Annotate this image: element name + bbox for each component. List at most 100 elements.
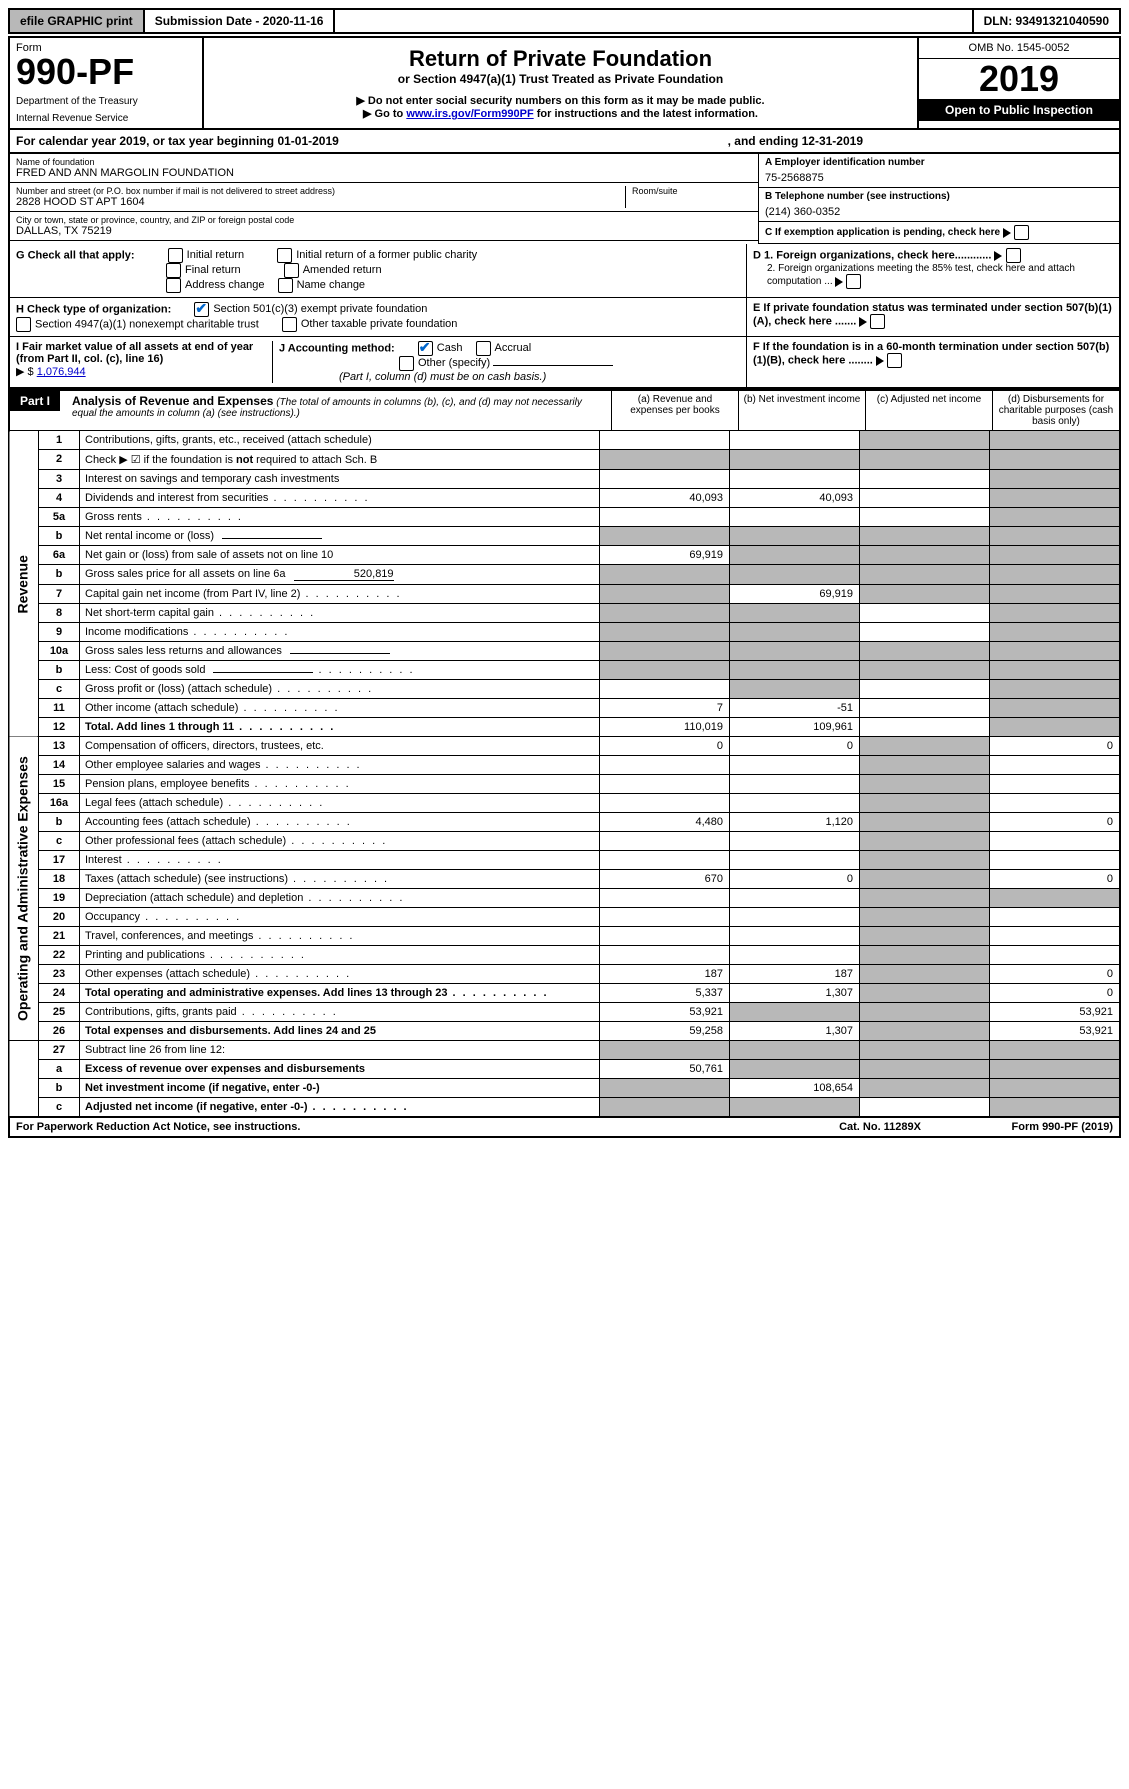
- address-label: Number and street (or P.O. box number if…: [16, 186, 625, 196]
- amount-col-b: [730, 1060, 860, 1079]
- goto-prefix: ▶ Go to: [363, 108, 406, 120]
- line-number: b: [39, 1079, 80, 1098]
- arrow-icon: [1003, 228, 1011, 238]
- department: Department of the Treasury: [16, 96, 196, 107]
- amount-col-b: [730, 623, 860, 642]
- amended-checkbox[interactable]: [284, 263, 299, 278]
- amount-col-a: [600, 661, 730, 680]
- line-description: Other employee salaries and wages: [80, 756, 600, 775]
- accrual-checkbox[interactable]: [476, 341, 491, 356]
- tax-year: 2019: [919, 59, 1119, 99]
- amount-col-d: [990, 585, 1121, 604]
- line-number: 4: [39, 489, 80, 508]
- initial-return-checkbox[interactable]: [168, 248, 183, 263]
- table-row: bLess: Cost of goods sold: [9, 661, 1120, 680]
- submission-date: Submission Date - 2020-11-16: [145, 10, 336, 32]
- amount-col-d: [990, 565, 1121, 585]
- amount-col-d: [990, 1098, 1121, 1117]
- 501c3-checkbox[interactable]: [194, 302, 209, 317]
- table-row: 23Other expenses (attach schedule)187187…: [9, 965, 1120, 984]
- initial-former-checkbox[interactable]: [277, 248, 292, 263]
- amount-col-c: [860, 965, 990, 984]
- efile-button[interactable]: efile GRAPHIC print: [10, 10, 145, 32]
- g-label: G Check all that apply:: [16, 249, 135, 261]
- exemption-checkbox[interactable]: [1014, 225, 1029, 240]
- part1-title: Analysis of Revenue and Expenses: [72, 394, 273, 408]
- table-row: bAccounting fees (attach schedule)4,4801…: [9, 813, 1120, 832]
- cash-label: Cash: [437, 342, 463, 354]
- line-description: Occupancy: [80, 908, 600, 927]
- amount-col-c: [860, 565, 990, 585]
- arrow-icon: [835, 277, 843, 287]
- amount-col-d: [990, 470, 1121, 489]
- arrow-icon: [859, 317, 867, 327]
- goto-suffix: for instructions and the latest informat…: [537, 108, 758, 120]
- amount-col-c: [860, 527, 990, 546]
- spacer: [335, 10, 971, 32]
- d1-checkbox[interactable]: [1006, 248, 1021, 263]
- amount-col-d: [990, 851, 1121, 870]
- d2-label: 2. Foreign organizations meeting the 85%…: [767, 263, 1075, 287]
- amount-col-c: [860, 927, 990, 946]
- e-checkbox[interactable]: [870, 314, 885, 329]
- col-b-header: (b) Net investment income: [738, 391, 865, 430]
- amount-col-c: [860, 870, 990, 889]
- line-number: 22: [39, 946, 80, 965]
- amount-col-d: 0: [990, 737, 1121, 756]
- ein-label: A Employer identification number: [765, 157, 1113, 168]
- table-row: 21Travel, conferences, and meetings: [9, 927, 1120, 946]
- cash-checkbox[interactable]: [418, 341, 433, 356]
- amount-col-a: [600, 794, 730, 813]
- other-taxable-checkbox[interactable]: [282, 317, 297, 332]
- i-label: I Fair market value of all assets at end…: [16, 341, 253, 365]
- 4947-checkbox[interactable]: [16, 317, 31, 332]
- amount-col-d: 0: [990, 965, 1121, 984]
- amount-col-d: [990, 680, 1121, 699]
- street-address: 2828 HOOD ST APT 1604: [16, 196, 625, 208]
- col-d-header: (d) Disbursements for charitable purpose…: [992, 391, 1119, 430]
- line-description: Net rental income or (loss): [80, 527, 600, 546]
- amount-col-d: [990, 756, 1121, 775]
- open-inspection: Open to Public Inspection: [919, 99, 1119, 121]
- section-h-row: H Check type of organization: Section 50…: [8, 298, 1121, 337]
- address-change-checkbox[interactable]: [166, 278, 181, 293]
- irs-link[interactable]: www.irs.gov/Form990PF: [406, 108, 533, 120]
- line-number: 21: [39, 927, 80, 946]
- line-description: Interest: [80, 851, 600, 870]
- final-return-checkbox[interactable]: [166, 263, 181, 278]
- amount-col-c: [860, 431, 990, 450]
- amount-col-b: [730, 889, 860, 908]
- line-number: a: [39, 1060, 80, 1079]
- amount-col-b: [730, 775, 860, 794]
- amount-col-b: 0: [730, 870, 860, 889]
- amount-col-b: [730, 908, 860, 927]
- initial-former-label: Initial return of a former public charit…: [296, 249, 477, 261]
- amount-col-d: [990, 604, 1121, 623]
- d2-checkbox[interactable]: [846, 274, 861, 289]
- amount-col-d: 53,921: [990, 1022, 1121, 1041]
- side-label: Operating and Administrative Expenses: [9, 737, 39, 1041]
- part1-header-row: Part I Analysis of Revenue and Expenses …: [8, 389, 1121, 431]
- table-row: 7Capital gain net income (from Part IV, …: [9, 585, 1120, 604]
- amount-col-c: [860, 794, 990, 813]
- line-description: Net gain or (loss) from sale of assets n…: [80, 546, 600, 565]
- 501c3-label: Section 501(c)(3) exempt private foundat…: [213, 303, 427, 315]
- amount-col-b: [730, 1041, 860, 1060]
- amount-col-c: [860, 1003, 990, 1022]
- part1-description: Analysis of Revenue and Expenses (The to…: [66, 391, 611, 430]
- f-checkbox[interactable]: [887, 353, 902, 368]
- table-row: 9Income modifications: [9, 623, 1120, 642]
- amount-col-c: [860, 832, 990, 851]
- line-number: 10a: [39, 642, 80, 661]
- form-header: Form 990-PF Department of the Treasury I…: [8, 36, 1121, 130]
- instruction-2: ▶ Go to www.irs.gov/Form990PF for instru…: [210, 107, 911, 120]
- amount-col-a: [600, 508, 730, 527]
- line-description: Total operating and administrative expen…: [80, 984, 600, 1003]
- amount-col-b: [730, 794, 860, 813]
- amount-col-c: [860, 908, 990, 927]
- other-method-checkbox[interactable]: [399, 356, 414, 371]
- footer-form: 990-PF: [1042, 1121, 1078, 1133]
- name-change-checkbox[interactable]: [278, 278, 293, 293]
- amount-col-c: [860, 775, 990, 794]
- amount-col-d: [990, 661, 1121, 680]
